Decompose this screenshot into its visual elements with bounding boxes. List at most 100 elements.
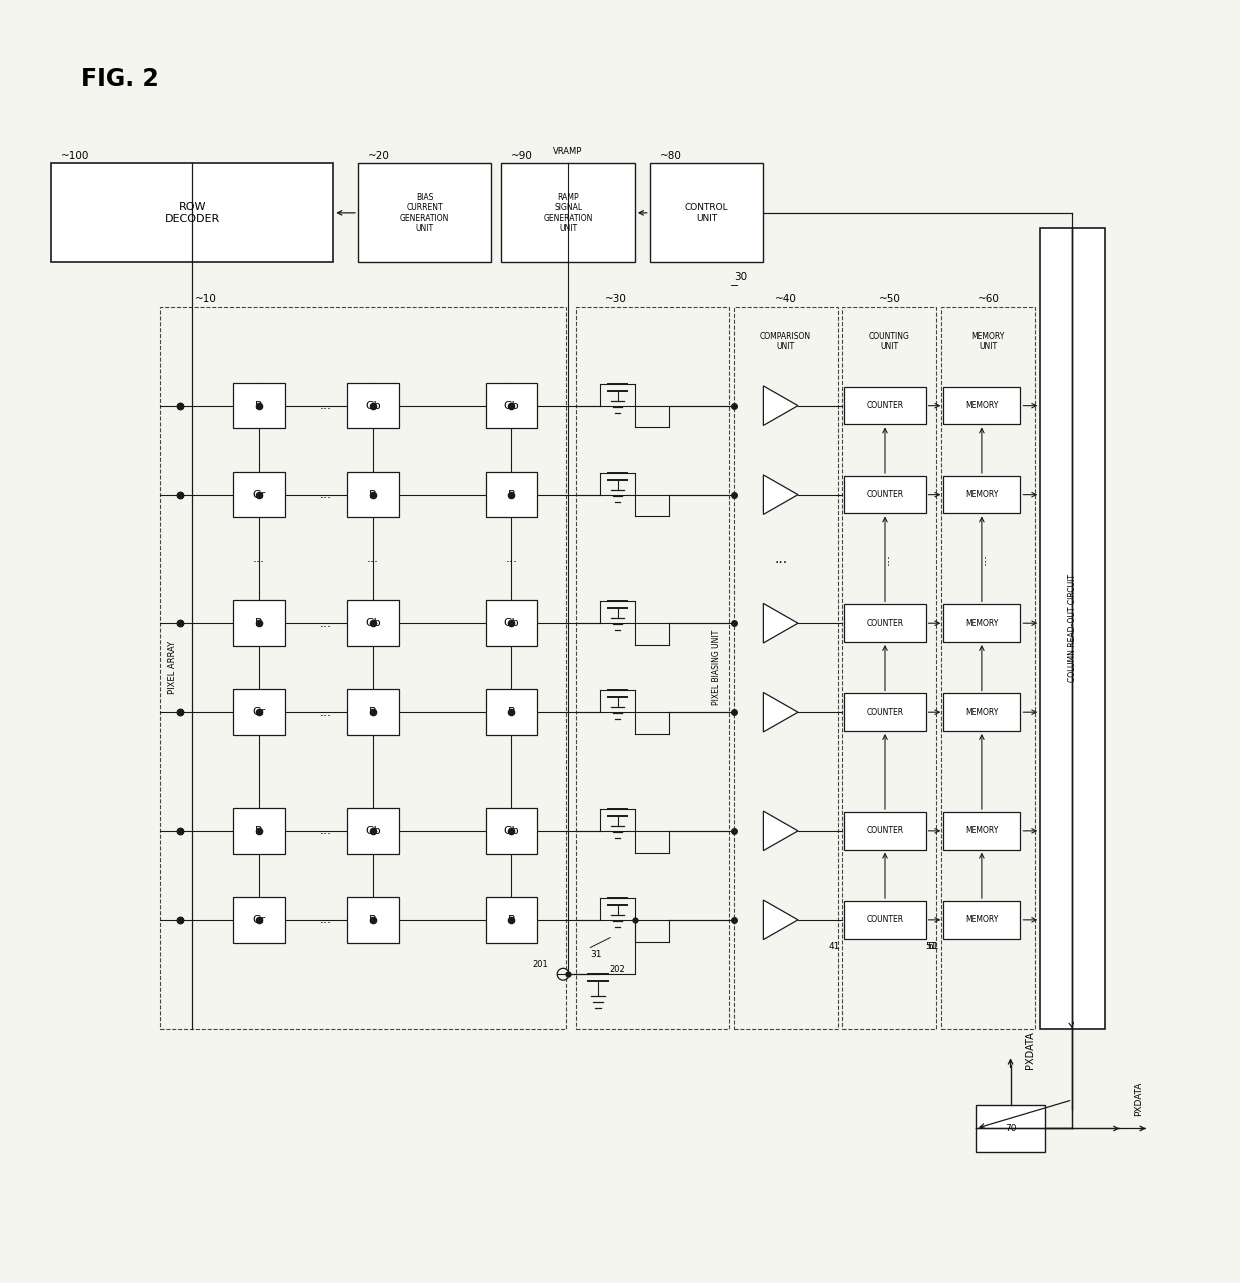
Text: 51: 51 bbox=[925, 942, 936, 951]
Bar bbox=[486, 600, 537, 645]
Bar bbox=[650, 163, 764, 262]
Text: PXDATA: PXDATA bbox=[1135, 1082, 1143, 1116]
Text: RAMP
SIGNAL
GENERATION
UNIT: RAMP SIGNAL GENERATION UNIT bbox=[543, 192, 593, 234]
Text: PIXEL BIASING UNIT: PIXEL BIASING UNIT bbox=[713, 630, 722, 706]
Text: COLUMN READ-OUT CIRCUIT: COLUMN READ-OUT CIRCUIT bbox=[1068, 575, 1076, 683]
Bar bbox=[976, 1105, 1045, 1152]
Bar bbox=[944, 476, 1021, 513]
Text: ...: ... bbox=[320, 399, 332, 412]
Text: ...: ... bbox=[976, 553, 988, 565]
Text: COMPARISON
UNIT: COMPARISON UNIT bbox=[760, 332, 811, 352]
Text: Gb: Gb bbox=[503, 826, 520, 835]
Bar bbox=[941, 307, 1035, 1029]
Bar bbox=[160, 307, 565, 1029]
Text: B: B bbox=[370, 490, 377, 499]
Text: CONTROL
UNIT: CONTROL UNIT bbox=[684, 203, 728, 222]
Text: COUNTER: COUNTER bbox=[867, 708, 904, 717]
Polygon shape bbox=[764, 386, 799, 426]
Bar bbox=[233, 689, 285, 735]
Text: PXDATA: PXDATA bbox=[1025, 1032, 1035, 1069]
Text: 30: 30 bbox=[734, 272, 746, 282]
Text: 202: 202 bbox=[610, 965, 625, 974]
Bar bbox=[944, 901, 1021, 939]
Text: ~50: ~50 bbox=[878, 294, 900, 304]
Bar bbox=[358, 163, 491, 262]
Bar bbox=[486, 808, 537, 853]
Text: ...: ... bbox=[878, 553, 892, 565]
Text: ...: ... bbox=[253, 553, 265, 566]
Text: VRAMP: VRAMP bbox=[553, 146, 583, 155]
Text: COUNTING
UNIT: COUNTING UNIT bbox=[869, 332, 910, 352]
Text: MEMORY: MEMORY bbox=[965, 402, 998, 411]
Text: ~100: ~100 bbox=[61, 150, 89, 160]
Text: BIAS
CURRENT
GENERATION
UNIT: BIAS CURRENT GENERATION UNIT bbox=[401, 192, 449, 234]
Text: ...: ... bbox=[320, 706, 332, 718]
Bar bbox=[347, 600, 398, 645]
Bar bbox=[233, 600, 285, 645]
Bar bbox=[233, 382, 285, 429]
Text: 70: 70 bbox=[1004, 1124, 1017, 1133]
Text: ~80: ~80 bbox=[660, 150, 682, 160]
Text: ...: ... bbox=[774, 552, 787, 566]
Text: Gb: Gb bbox=[365, 400, 381, 411]
Text: MEMORY
UNIT: MEMORY UNIT bbox=[972, 332, 1004, 352]
Text: ROW
DECODER: ROW DECODER bbox=[165, 201, 219, 223]
Text: COUNTER: COUNTER bbox=[867, 826, 904, 835]
Text: 201: 201 bbox=[532, 960, 548, 969]
Text: MEMORY: MEMORY bbox=[965, 708, 998, 717]
Text: Gb: Gb bbox=[365, 826, 381, 835]
Bar bbox=[844, 387, 925, 425]
Bar bbox=[844, 604, 925, 642]
Bar bbox=[233, 472, 285, 517]
Bar bbox=[347, 382, 398, 429]
Text: Gb: Gb bbox=[365, 618, 381, 629]
Text: ...: ... bbox=[320, 825, 332, 838]
Bar bbox=[842, 307, 936, 1029]
Bar bbox=[844, 812, 925, 849]
Text: Gb: Gb bbox=[503, 400, 520, 411]
Bar bbox=[1040, 227, 1105, 1029]
Text: Gb: Gb bbox=[503, 618, 520, 629]
Bar bbox=[944, 604, 1021, 642]
Text: B: B bbox=[507, 915, 515, 925]
Text: COUNTER: COUNTER bbox=[867, 490, 904, 499]
Text: Gr: Gr bbox=[253, 707, 265, 717]
Text: ~60: ~60 bbox=[977, 294, 999, 304]
Text: MEMORY: MEMORY bbox=[965, 915, 998, 924]
Text: MEMORY: MEMORY bbox=[965, 826, 998, 835]
Bar bbox=[347, 897, 398, 943]
Text: B: B bbox=[370, 915, 377, 925]
Text: ~90: ~90 bbox=[511, 150, 533, 160]
Text: FIG. 2: FIG. 2 bbox=[81, 68, 159, 91]
Bar bbox=[347, 808, 398, 853]
Polygon shape bbox=[764, 475, 799, 514]
Polygon shape bbox=[764, 811, 799, 851]
Bar bbox=[233, 897, 285, 943]
Bar bbox=[844, 901, 925, 939]
Text: ~40: ~40 bbox=[775, 294, 796, 304]
Text: 41: 41 bbox=[828, 942, 839, 951]
Text: COUNTER: COUNTER bbox=[867, 402, 904, 411]
Bar bbox=[501, 163, 635, 262]
Text: R: R bbox=[255, 400, 263, 411]
Polygon shape bbox=[764, 693, 799, 733]
Bar bbox=[486, 897, 537, 943]
Text: ~30: ~30 bbox=[605, 294, 627, 304]
Bar bbox=[486, 689, 537, 735]
Text: Gr: Gr bbox=[253, 490, 265, 499]
Text: COUNTER: COUNTER bbox=[867, 915, 904, 924]
Text: B: B bbox=[507, 707, 515, 717]
Polygon shape bbox=[764, 603, 799, 643]
Text: ~10: ~10 bbox=[195, 294, 217, 304]
Text: 31: 31 bbox=[590, 949, 601, 958]
Text: MEMORY: MEMORY bbox=[965, 618, 998, 627]
Text: PIXEL ARRAY: PIXEL ARRAY bbox=[167, 642, 176, 694]
Bar bbox=[486, 382, 537, 429]
Bar bbox=[844, 693, 925, 731]
Text: ~20: ~20 bbox=[368, 150, 389, 160]
Polygon shape bbox=[764, 901, 799, 939]
Text: R: R bbox=[255, 618, 263, 629]
Bar bbox=[844, 476, 925, 513]
Bar bbox=[347, 689, 398, 735]
Bar bbox=[944, 693, 1021, 731]
